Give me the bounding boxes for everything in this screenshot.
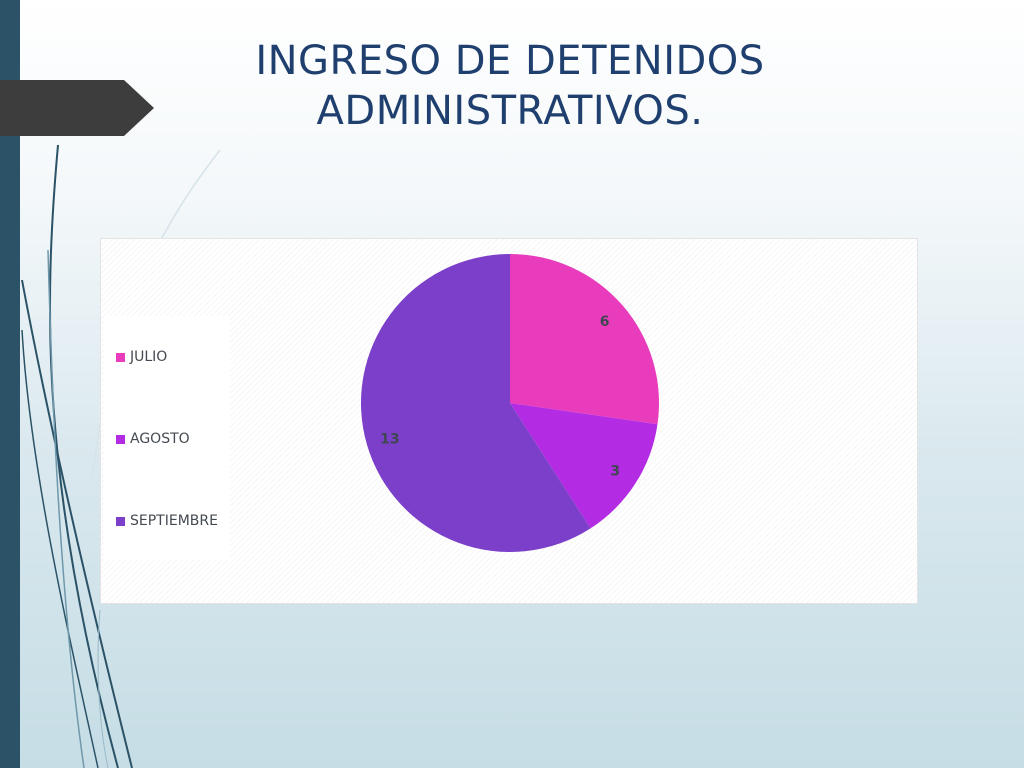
pie-label-septiembre: 13 — [380, 431, 399, 447]
legend-item-septiembre: SEPTIEMBRE — [116, 512, 218, 530]
legend-label-septiembre: SEPTIEMBRE — [130, 513, 218, 529]
pie-label-julio: 6 — [600, 314, 610, 330]
arrow-tab-decoration — [0, 80, 154, 136]
legend-swatch-septiembre — [116, 516, 125, 526]
legend-label-agosto: AGOSTO — [130, 431, 190, 447]
pie-label-agosto: 3 — [610, 464, 620, 480]
pie-slice-agosto — [510, 403, 658, 529]
pie-slice-septiembre — [361, 254, 591, 552]
legend-item-julio: JULIO — [116, 348, 167, 366]
legend-swatch-julio — [116, 352, 125, 362]
legend-swatch-agosto — [116, 434, 125, 444]
chart-legend: JULIO AGOSTO SEPTIEMBRE — [104, 316, 230, 560]
legend-label-julio: JULIO — [130, 349, 168, 365]
slide-title-line2: ADMINISTRATIVOS. — [316, 88, 704, 134]
legend-item-agosto: AGOSTO — [116, 430, 190, 448]
slide-title: INGRESO DE DETENIDOS ADMINISTRATIVOS. — [200, 36, 820, 136]
slide-title-line1: INGRESO DE DETENIDOS — [255, 38, 765, 84]
left-accent-bar — [0, 0, 20, 768]
pie-slice-julio — [510, 254, 659, 425]
